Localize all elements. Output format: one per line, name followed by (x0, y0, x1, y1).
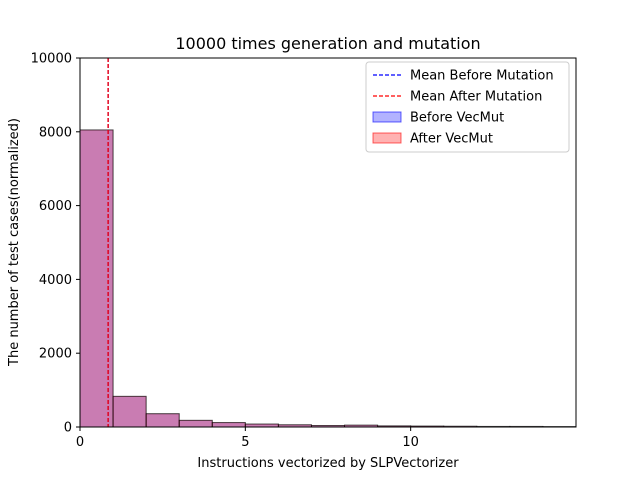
bar-before-vecmut-1 (112, 395, 147, 428)
legend-label-after-vecmut: After VecMut (410, 132, 493, 147)
bar-after-vecmut-2 (145, 413, 180, 428)
y-axis-label: The number of test cases(normalized) (7, 118, 22, 367)
y-tick-label: 2000 (39, 347, 72, 362)
y-tick-label: 6000 (39, 199, 72, 214)
x-tick-label: 0 (76, 435, 84, 450)
y-tick-label: 8000 (39, 125, 72, 140)
bar-after-vecmut-4 (211, 422, 246, 428)
legend-swatch-after-vecmut (372, 132, 402, 144)
x-tick-label: 5 (241, 435, 249, 450)
legend-label-mean-before-mutation: Mean Before Mutation (410, 69, 554, 84)
bar-after-vecmut-3 (178, 419, 213, 428)
y-axis-ticks: 0 2000 4000 6000 8000 10000 (31, 52, 80, 436)
legend-label-mean-after-mutation: Mean After Mutation (410, 90, 542, 105)
legend-box (365, 61, 570, 153)
legend-swatch-before-vecmut (372, 111, 402, 123)
y-tick-label: 0 (64, 421, 72, 436)
bar-after-vecmut-1 (112, 395, 147, 428)
x-axis-ticks: 0 5 10 (76, 427, 419, 450)
y-tick-label: 4000 (39, 273, 72, 288)
bars-group (79, 129, 577, 428)
legend-label-before-vecmut: Before VecMut (410, 111, 504, 126)
legend: Mean Before Mutation Mean After Mutation B… (365, 61, 570, 153)
x-axis-label: Instructions vectorized by SLPVectorizer (197, 456, 459, 471)
plot-frame (79, 57, 577, 428)
x-tick-label: 10 (402, 435, 419, 450)
y-tick-label: 10000 (31, 52, 72, 67)
chart-title: 10000 times generation and mutation (175, 34, 480, 53)
